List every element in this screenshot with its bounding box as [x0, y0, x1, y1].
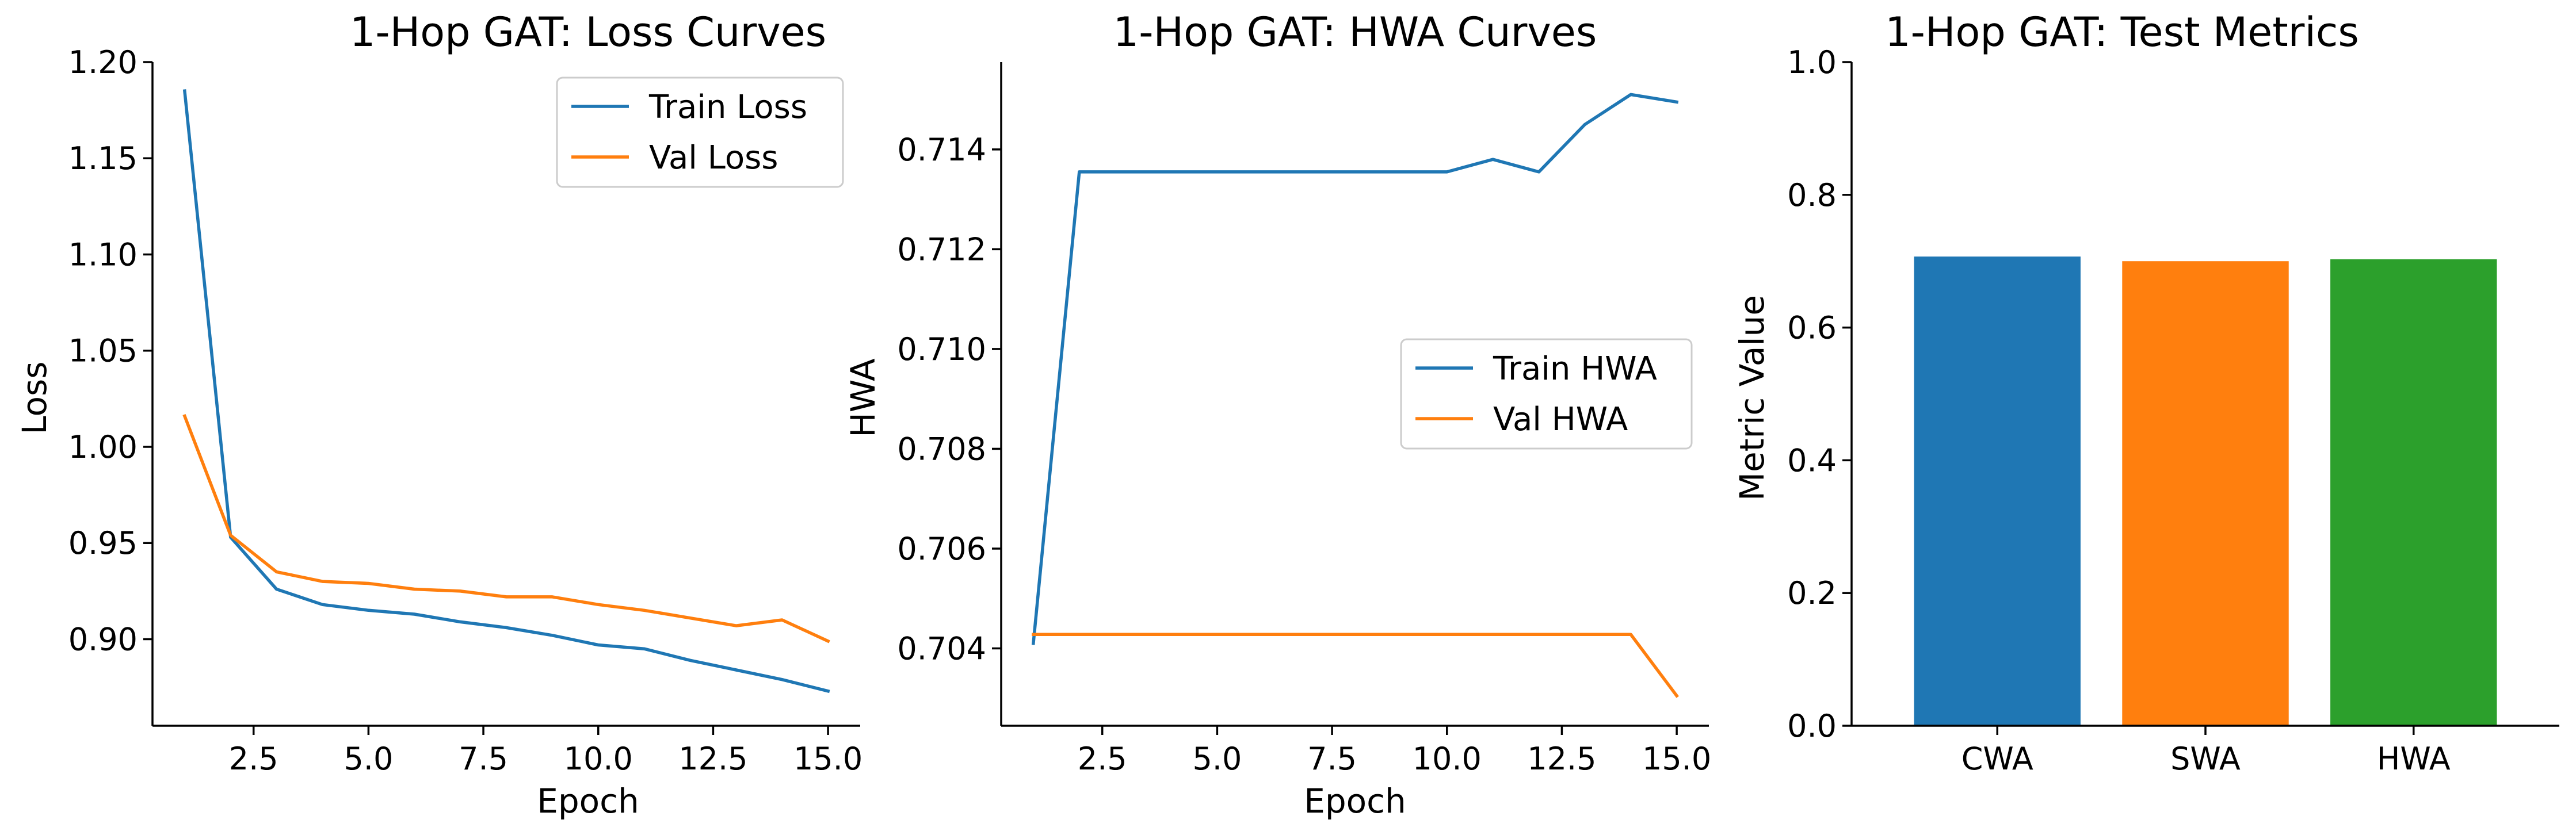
hwa-curves-panel: 1-Hop GAT: HWA Curves Epoch HWA 0.7040.7…: [844, 9, 1711, 821]
x-tick-label: 7.5: [459, 741, 508, 777]
axis-ticks: 0.90 0.95 1.00 1.05 1.10 1.15 1.20 2.5 5.0 7.5 10.…: [68, 44, 863, 777]
legend-entry: Val Loss: [649, 139, 778, 177]
series-line-train-loss: [182, 89, 830, 694]
legend: Train Loss Val Loss: [556, 76, 844, 188]
x-tick-label: 5.0: [1192, 741, 1242, 777]
chart-title: 1-Hop GAT: HWA Curves: [1113, 9, 1597, 56]
x-axis-label: Epoch: [1304, 782, 1406, 821]
x-axis-label: Epoch: [537, 782, 639, 821]
legend-frame: [1400, 338, 1693, 450]
y-tick-label: 0.95: [68, 525, 138, 561]
axis-spines: [151, 62, 860, 727]
y-tick-label: 0.710: [897, 331, 986, 367]
x-tick-label: 10.0: [564, 741, 633, 777]
loss-curves-panel: 1-Hop GAT: Loss Curves Epoch Loss 0.900.…: [15, 9, 863, 821]
y-tick-label: 1.0: [1787, 44, 1837, 81]
x-tick-label: 7.5: [1307, 741, 1357, 777]
bar-hwa: [2330, 259, 2497, 726]
x-tick-label: 15.0: [1642, 741, 1711, 777]
chart-title: 1-Hop GAT: Loss Curves: [350, 9, 826, 56]
legend-entry: Train HWA: [1493, 350, 1657, 388]
series-line-val-hwa: [1032, 633, 1679, 698]
y-axis-label: Loss: [15, 361, 54, 434]
x-tick-label: 2.5: [229, 741, 278, 777]
y-tick-label: 1.05: [68, 333, 138, 369]
x-tick-label: 15.0: [793, 741, 863, 777]
legend-entry: Val HWA: [1493, 401, 1628, 438]
y-tick-label: 0.2: [1787, 575, 1837, 611]
x-tick-label: 10.0: [1413, 741, 1482, 777]
x-tick-label: 12.5: [1527, 741, 1596, 777]
y-tick-label: 0.4: [1787, 442, 1837, 478]
plot-bars: [1914, 256, 2497, 726]
y-tick-label: 0.706: [897, 531, 986, 567]
chart-title: 1-Hop GAT: Test Metrics: [1885, 9, 2359, 56]
y-tick-label: 0.708: [897, 431, 986, 467]
y-tick-label: 0.90: [68, 621, 138, 657]
plot-lines: [182, 89, 830, 694]
x-tick-label: 5.0: [344, 741, 393, 777]
y-tick-label: 1.10: [68, 236, 138, 273]
axis-ticks: 0.704 0.706 0.708 0.710 0.712 0.714 2.5 5.0 7.5 1…: [897, 132, 1711, 777]
y-tick-label: 0.714: [897, 132, 986, 168]
y-axis-label: Metric Value: [1732, 295, 1772, 501]
axis-spines: [1000, 62, 1709, 727]
axis-ticks: 0.0 0.2 0.4 0.6 0.8 1.0 CWA SWA HWA: [1787, 44, 2451, 777]
legend: Train HWA Val HWA: [1400, 338, 1693, 450]
bar-swa: [2122, 261, 2289, 726]
y-tick-label: 0.8: [1787, 177, 1837, 213]
plot-lines: [1031, 93, 1679, 698]
y-axis-label: HWA: [844, 358, 883, 438]
axis-spines: [1850, 62, 2559, 727]
x-tick-label: HWA: [2377, 741, 2451, 777]
x-tick-label: CWA: [1961, 741, 2033, 777]
y-tick-label: 0.0: [1787, 708, 1837, 744]
series-line-val-loss: [182, 413, 830, 644]
x-tick-label: 12.5: [678, 741, 747, 777]
y-tick-label: 0.712: [897, 231, 986, 267]
y-tick-label: 0.6: [1787, 310, 1837, 346]
x-tick-label: 2.5: [1078, 741, 1127, 777]
series-line-train-hwa: [1031, 93, 1679, 645]
test-metrics-panel: 1-Hop GAT: Test Metrics Metric Value 0.0…: [1732, 9, 2559, 777]
y-tick-label: 1.00: [68, 429, 138, 465]
y-tick-label: 1.15: [68, 140, 138, 177]
y-tick-label: 1.20: [68, 44, 138, 81]
legend-entry: Train Loss: [648, 89, 807, 126]
y-tick-label: 0.704: [897, 631, 986, 667]
x-tick-label: SWA: [2170, 741, 2241, 777]
bar-cwa: [1914, 256, 2081, 726]
